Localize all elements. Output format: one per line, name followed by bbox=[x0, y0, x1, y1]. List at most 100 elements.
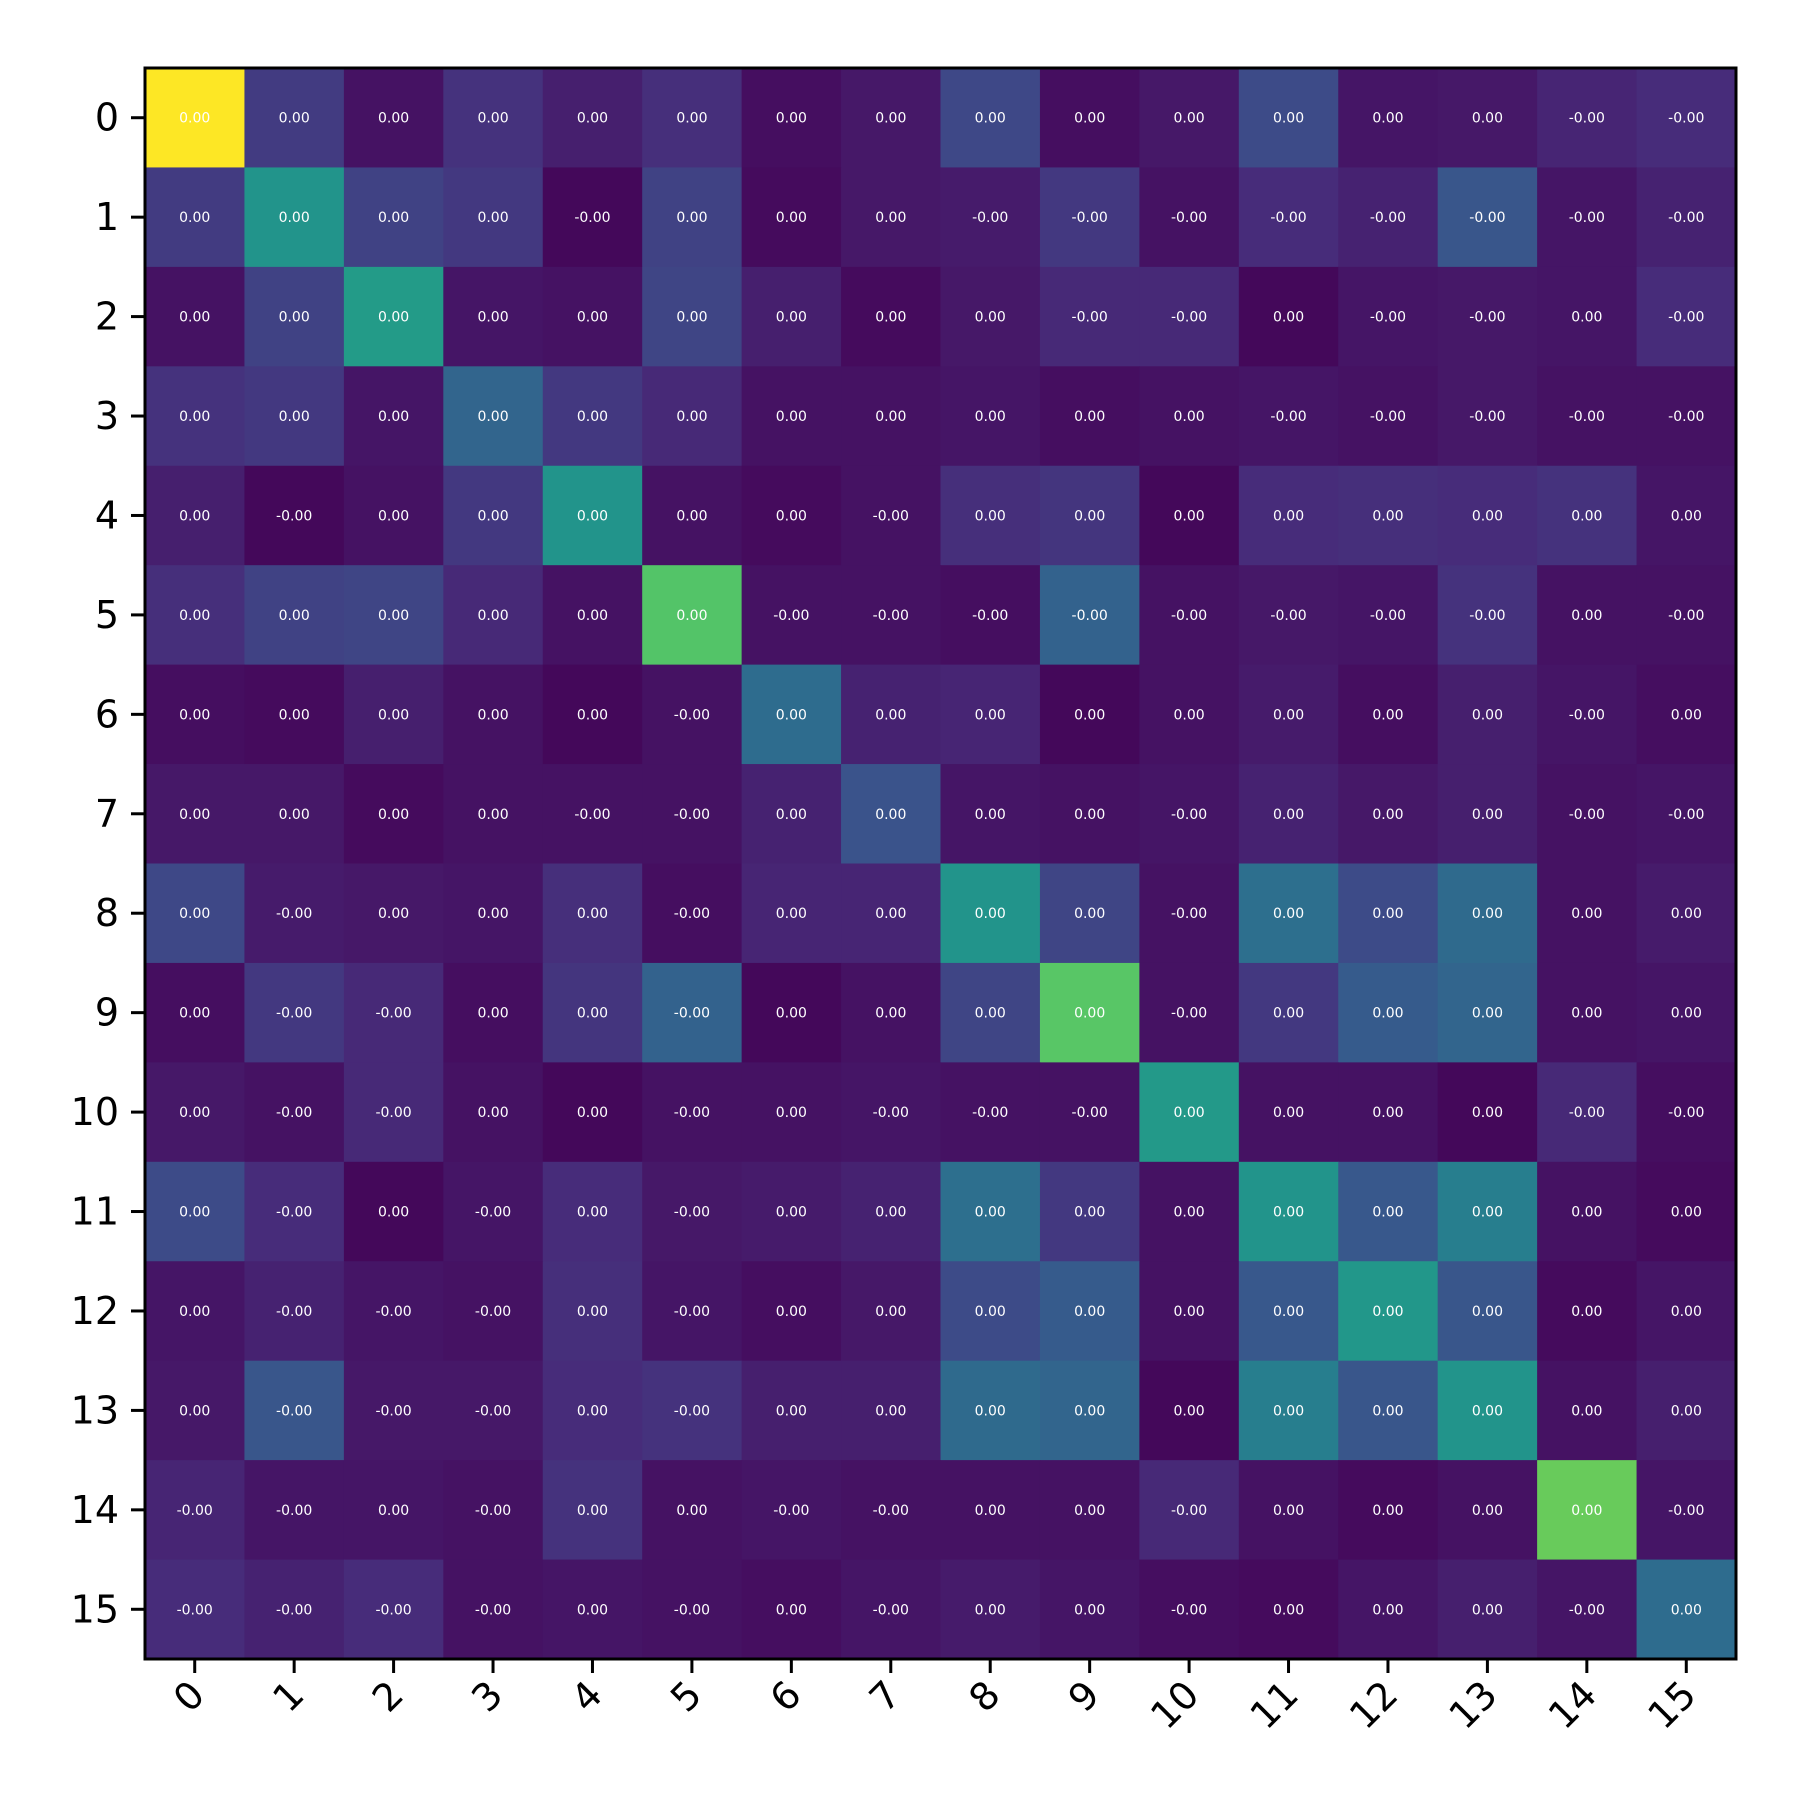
heatmap-cell-12-14 bbox=[1537, 1261, 1638, 1362]
heatmap-cell-3-0 bbox=[145, 366, 246, 467]
heatmap-cell-3-9 bbox=[1039, 366, 1140, 467]
heatmap-cell-11-1 bbox=[244, 1161, 345, 1262]
heatmap-cell-8-11 bbox=[1238, 863, 1339, 964]
heatmap-cell-13-13 bbox=[1437, 1360, 1538, 1461]
heatmap-cell-2-4 bbox=[542, 266, 643, 367]
y-tick-label-15: 15 bbox=[71, 1587, 119, 1631]
heatmap-cell-5-13 bbox=[1437, 565, 1538, 666]
cell-value-label-3-0: 0.00 bbox=[179, 409, 210, 425]
cell-value-label-5-1: 0.00 bbox=[279, 608, 310, 624]
cell-value-label-3-6: 0.00 bbox=[776, 409, 807, 425]
cell-value-label-11-7: 0.00 bbox=[875, 1205, 906, 1221]
y-tick-label-14: 14 bbox=[71, 1488, 119, 1532]
heatmap-cell-2-9 bbox=[1039, 266, 1140, 367]
heatmap-cell-13-9 bbox=[1039, 1360, 1140, 1461]
cell-value-label-1-2: 0.00 bbox=[378, 210, 409, 226]
heatmap-cell-11-15 bbox=[1636, 1161, 1737, 1262]
heatmap-cell-13-15 bbox=[1636, 1360, 1737, 1461]
cell-value-label-6-5: -0.00 bbox=[674, 707, 710, 723]
cell-value-label-13-8: 0.00 bbox=[975, 1403, 1006, 1419]
heatmap-cell-13-14 bbox=[1537, 1360, 1638, 1461]
cell-value-label-14-6: -0.00 bbox=[773, 1503, 809, 1519]
heatmap-cell-8-1 bbox=[244, 863, 345, 964]
cell-value-label-15-12: 0.00 bbox=[1372, 1602, 1403, 1618]
cell-value-label-9-13: 0.00 bbox=[1472, 1006, 1503, 1022]
heatmap-cell-12-8 bbox=[940, 1261, 1041, 1362]
heatmap-cell-7-14 bbox=[1537, 764, 1638, 865]
cell-value-label-5-4: 0.00 bbox=[577, 608, 608, 624]
cell-value-label-2-5: 0.00 bbox=[676, 310, 707, 326]
cell-value-label-1-14: -0.00 bbox=[1569, 210, 1605, 226]
cell-value-label-14-7: -0.00 bbox=[873, 1503, 909, 1519]
heatmap-cell-0-15 bbox=[1636, 68, 1737, 169]
heatmap-cell-4-15 bbox=[1636, 465, 1737, 566]
cell-value-label-2-4: 0.00 bbox=[577, 310, 608, 326]
heatmap-cell-5-4 bbox=[542, 565, 643, 666]
cell-value-label-7-6: 0.00 bbox=[776, 807, 807, 823]
cell-value-label-8-15: 0.00 bbox=[1671, 906, 1702, 922]
y-tick-label-6: 6 bbox=[95, 692, 119, 736]
heatmap-cell-3-10 bbox=[1139, 366, 1240, 467]
heatmap-cell-5-10 bbox=[1139, 565, 1240, 666]
heatmap-cell-5-15 bbox=[1636, 565, 1737, 666]
cell-value-label-7-14: -0.00 bbox=[1569, 807, 1605, 823]
heatmap-cell-0-13 bbox=[1437, 68, 1538, 169]
heatmap-cell-14-11 bbox=[1238, 1460, 1339, 1561]
cell-value-label-8-8: 0.00 bbox=[975, 906, 1006, 922]
heatmap-cell-11-13 bbox=[1437, 1161, 1538, 1262]
heatmap-cell-0-9 bbox=[1039, 68, 1140, 169]
heatmap-cell-0-0 bbox=[145, 68, 246, 169]
heatmap-cell-9-9 bbox=[1039, 962, 1140, 1063]
cell-value-label-1-8: -0.00 bbox=[972, 210, 1008, 226]
cell-value-label-7-11: 0.00 bbox=[1273, 807, 1304, 823]
cell-value-label-3-5: 0.00 bbox=[676, 409, 707, 425]
y-tick-label-10: 10 bbox=[71, 1090, 119, 1134]
heatmap-cells bbox=[145, 68, 1737, 1660]
cell-value-label-14-10: -0.00 bbox=[1171, 1503, 1207, 1519]
heatmap-cell-15-2 bbox=[343, 1559, 444, 1660]
cell-value-label-12-10: 0.00 bbox=[1174, 1304, 1205, 1320]
cell-value-label-6-11: 0.00 bbox=[1273, 707, 1304, 723]
cell-value-label-2-1: 0.00 bbox=[279, 310, 310, 326]
cell-value-label-12-11: 0.00 bbox=[1273, 1304, 1304, 1320]
cell-value-label-6-7: 0.00 bbox=[875, 707, 906, 723]
cell-value-label-5-2: 0.00 bbox=[378, 608, 409, 624]
heatmap-cell-6-1 bbox=[244, 664, 345, 765]
cell-value-label-7-10: -0.00 bbox=[1171, 807, 1207, 823]
heatmap-cell-6-14 bbox=[1537, 664, 1638, 765]
cell-value-label-9-6: 0.00 bbox=[776, 1006, 807, 1022]
heatmap-cell-7-6 bbox=[741, 764, 842, 865]
cell-value-label-10-14: -0.00 bbox=[1569, 1105, 1605, 1121]
heatmap-cell-12-2 bbox=[343, 1261, 444, 1362]
cell-value-label-14-9: 0.00 bbox=[1074, 1503, 1105, 1519]
heatmap-cell-4-5 bbox=[642, 465, 743, 566]
heatmap-cell-8-14 bbox=[1537, 863, 1638, 964]
cell-value-label-4-7: -0.00 bbox=[873, 508, 909, 524]
cell-value-label-4-0: 0.00 bbox=[179, 508, 210, 524]
heatmap-cell-0-5 bbox=[642, 68, 743, 169]
cell-value-label-10-4: 0.00 bbox=[577, 1105, 608, 1121]
cell-value-label-9-2: -0.00 bbox=[375, 1006, 411, 1022]
heatmap-cell-14-7 bbox=[841, 1460, 942, 1561]
cell-value-label-14-11: 0.00 bbox=[1273, 1503, 1304, 1519]
cell-value-label-9-8: 0.00 bbox=[975, 1006, 1006, 1022]
cell-value-label-14-8: 0.00 bbox=[975, 1503, 1006, 1519]
heatmap-cell-6-4 bbox=[542, 664, 643, 765]
heatmap-cell-6-6 bbox=[741, 664, 842, 765]
cell-value-label-8-12: 0.00 bbox=[1372, 906, 1403, 922]
cell-value-label-2-2: 0.00 bbox=[378, 310, 409, 326]
heatmap-cell-7-11 bbox=[1238, 764, 1339, 865]
heatmap-cell-14-0 bbox=[145, 1460, 246, 1561]
heatmap-cell-6-2 bbox=[343, 664, 444, 765]
cell-value-label-5-5: 0.00 bbox=[676, 608, 707, 624]
heatmap-cell-8-5 bbox=[642, 863, 743, 964]
cell-value-label-12-5: -0.00 bbox=[674, 1304, 710, 1320]
heatmap-cell-5-2 bbox=[343, 565, 444, 666]
heatmap-cell-11-14 bbox=[1537, 1161, 1638, 1262]
cell-value-label-13-13: 0.00 bbox=[1472, 1403, 1503, 1419]
cell-value-label-3-13: -0.00 bbox=[1469, 409, 1505, 425]
heatmap-cell-5-12 bbox=[1338, 565, 1439, 666]
heatmap-cell-9-11 bbox=[1238, 962, 1339, 1063]
x-tick-label-6: 6 bbox=[761, 1672, 809, 1720]
cell-value-label-3-14: -0.00 bbox=[1569, 409, 1605, 425]
